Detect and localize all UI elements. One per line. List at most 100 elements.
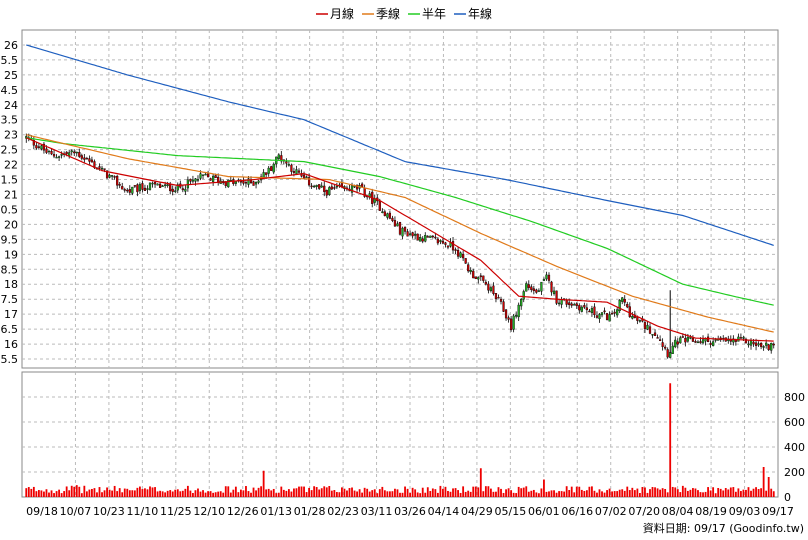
moving-averages [26,44,774,342]
volume-bar [154,487,156,497]
candle-body [747,343,750,346]
candle-body [191,179,195,182]
volume-bar [144,488,146,497]
volume-bar [126,488,129,497]
candle-body [557,302,561,305]
volume-bar [217,491,220,497]
volume-bar [621,489,624,497]
volume-bar [260,486,263,497]
volume-bar [174,489,177,497]
volume-bar [608,488,611,497]
candle-body [520,299,523,307]
candle-body [196,179,200,181]
volume-bar [96,492,98,497]
candle-body [310,185,313,188]
volume-bar [156,491,159,497]
candle-body [436,238,439,244]
volume-bar [60,493,63,497]
candle-body [542,279,546,281]
volume-bar [553,490,555,497]
candle-body [605,313,609,321]
volume-bar [447,490,449,497]
volume-bar [669,383,672,497]
candle-body [103,168,106,170]
volume-bar [80,493,83,497]
volume-bar [704,491,707,497]
volume-bar [171,491,174,497]
volume-bar [671,486,674,497]
volume-bar [580,489,583,497]
volume-bar [247,491,250,497]
x-tick-label: 09/18 [26,505,58,518]
volume-bar [68,490,71,497]
candle-body [143,187,147,192]
volume-bar [772,491,775,497]
candle-body [502,301,505,312]
volume-bar [734,491,737,497]
candle-body [227,179,230,188]
price-tick-label: 21.5 [0,174,18,187]
x-tick-label: 10/07 [60,505,92,518]
candle-body [37,146,40,148]
candle-body [171,188,174,192]
volume-bar [257,487,260,497]
volume-bar [305,492,308,497]
volume-bar [755,487,757,497]
candle-body [313,185,316,188]
candle-body [252,181,255,186]
volume-bar [320,488,323,497]
candle-body [456,250,460,257]
price-tick-label: 24.5 [0,84,18,97]
price-tick-label: 25.5 [0,54,18,67]
candle-body [164,184,167,186]
volume-bar [568,490,571,497]
volume-bar [91,488,93,497]
volume-bar [558,491,560,497]
candle-body [623,298,626,303]
candle-body [679,337,682,344]
candle-body [265,172,268,175]
candle-body [270,166,273,171]
candle-body [512,315,515,330]
volume-bar [497,487,500,497]
candle-body [578,305,581,311]
volume-bar [500,488,502,497]
volume-bar [707,487,709,497]
volume-bar [212,492,215,497]
volume-bar [245,486,247,497]
volume-bar [164,492,167,497]
candle-body [206,173,210,178]
volume-bar [363,487,366,497]
price-tick-label: 20.5 [0,203,18,216]
volume-bar [474,486,477,497]
volume-bar [204,492,207,497]
candle-body [497,297,500,299]
volume-bar [426,487,429,497]
candle-body [398,222,402,235]
volume-bar [404,486,406,497]
price-tick-label: 15.5 [0,353,18,366]
volume-bar [219,491,222,497]
x-tick-label: 06/16 [561,505,593,518]
candle-body [699,341,702,344]
volume-bar [48,492,50,497]
candle-body [199,173,202,179]
volume-bar [747,487,750,497]
candle-body [378,200,381,211]
candle-body [696,341,700,344]
candle-body [57,156,61,158]
x-tick-label: 11/10 [127,505,159,518]
volume-bar [189,490,192,497]
volume-bar [287,489,290,497]
volume-bar [116,491,119,497]
candle-body [292,171,296,173]
candle-body [451,241,455,251]
volume-bar [717,487,720,497]
candle-body [474,276,477,280]
volume-bar [325,487,328,497]
volume-bar [459,492,462,497]
candle-body [588,310,591,313]
price-tick-label: 23.5 [0,114,18,127]
volume-bar [166,490,169,497]
price-tick-label: 17.5 [0,293,18,306]
